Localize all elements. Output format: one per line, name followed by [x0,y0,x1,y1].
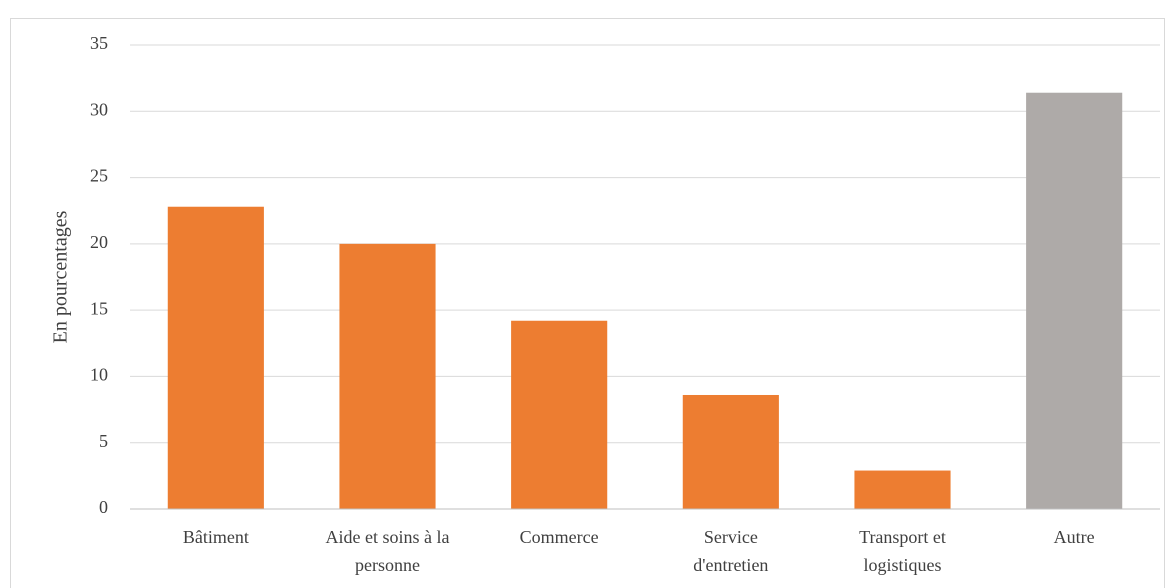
x-tick-label: Transport et logistiques [859,527,946,575]
y-axis-title: En pourcentages [50,210,72,343]
x-tick-label: Commerce [520,527,599,547]
bar [854,470,951,509]
y-tick-label: 10 [90,365,108,385]
bar [339,243,436,509]
y-tick-label: 5 [99,431,108,451]
y-tick-label: 30 [90,99,108,119]
y-tick-label: 20 [90,232,108,252]
y-tick-label: 25 [90,166,108,186]
x-tick-label: Bâtiment [183,527,249,547]
x-tick-label: Autre [1054,527,1095,547]
y-tick-label: 15 [90,298,108,318]
bar [167,206,264,510]
y-tick-label: 0 [99,497,108,517]
x-tick-label: Aide et soins à la personne [326,527,450,575]
bar [1026,92,1123,510]
y-tick-label: 35 [90,33,108,53]
bar [511,320,608,509]
bar [682,394,779,509]
x-tick-label: Service d'entretien [693,527,768,575]
